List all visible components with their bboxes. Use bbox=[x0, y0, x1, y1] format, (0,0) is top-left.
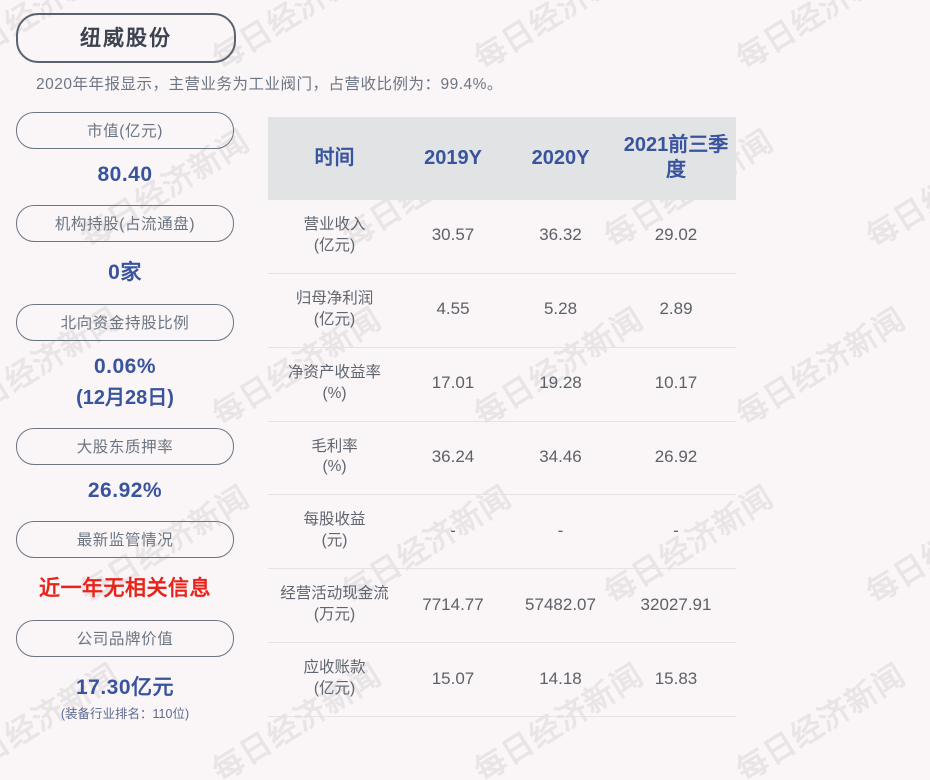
table-cell-value: 10.17 bbox=[616, 347, 736, 422]
metric-block: 机构持股(占流通盘) 0家 bbox=[0, 205, 250, 286]
row-metric-label: 营业收入 (亿元) bbox=[268, 200, 401, 274]
table-cell-value: 57482.07 bbox=[505, 568, 616, 644]
metric-list: 市值(亿元) 80.40 机构持股(占流通盘) 0家北向资金持股比例 0.06% (12月… bbox=[0, 112, 250, 722]
row-metric-label: 应收账款 (亿元) bbox=[268, 642, 401, 717]
row-metric-unit: (万元) bbox=[313, 606, 356, 624]
table-row: 经营活动现金流 (万元) 7714.77 57482.07 32027.91 bbox=[268, 568, 736, 644]
watermark-text: 每日经济新闻 bbox=[468, 0, 651, 78]
table-cell-value: 36.32 bbox=[505, 200, 616, 274]
metric-value: 0家 bbox=[108, 261, 142, 284]
subtitle-text: 2020年年报显示，主营业务为工业阀门，占营收比例为：99.4%。 bbox=[36, 76, 503, 93]
row-metric-unit: (%) bbox=[322, 384, 347, 402]
table-head: 时间 2019Y 2020Y 2021前三季度 bbox=[268, 117, 736, 200]
metric-value: 26.92% bbox=[87, 479, 163, 502]
watermark-text: 每日经济新闻 bbox=[860, 479, 930, 612]
row-metric-unit: (亿元) bbox=[313, 236, 356, 254]
row-metric-name: 经营活动现金流 bbox=[280, 585, 389, 603]
watermark-text: 每日经济新闻 bbox=[730, 301, 913, 434]
metric-block: 北向资金持股比例 0.06% (12月28日) bbox=[0, 304, 250, 410]
metric-label-pill[interactable]: 大股东质押率 bbox=[16, 428, 234, 465]
table-body: 营业收入 (亿元) 30.57 36.32 29.02 归母净利润 (亿元) 4.55 5.28… bbox=[268, 200, 736, 717]
table-row: 归母净利润 (亿元) 4.55 5.28 2.89 bbox=[268, 273, 736, 348]
column-header-2019: 2019Y bbox=[401, 117, 505, 200]
financials-table-wrapper: 时间 2019Y 2020Y 2021前三季度 营业收入 (亿元) 30.57 36.… bbox=[268, 117, 736, 717]
table-cell-value: 34.46 bbox=[505, 421, 616, 496]
table-cell-value: 15.07 bbox=[401, 642, 505, 717]
metric-label-pill[interactable]: 北向资金持股比例 bbox=[16, 304, 234, 341]
row-metric-name: 每股收益 bbox=[303, 511, 366, 529]
row-metric-name: 归母净利润 bbox=[295, 289, 374, 307]
column-header-time: 时间 bbox=[268, 117, 401, 200]
sidebar: 纽威股份 bbox=[0, 0, 250, 63]
row-metric-name: 净资产收益率 bbox=[287, 363, 381, 381]
row-metric-unit: (%) bbox=[322, 458, 347, 476]
metric-value: 80.40 bbox=[97, 163, 153, 186]
metric-label-pill[interactable]: 机构持股(占流通盘) bbox=[16, 205, 234, 242]
metric-block: 最新监管情况近一年无相关信息 bbox=[0, 521, 250, 602]
table-cell-value: 36.24 bbox=[401, 421, 505, 496]
row-metric-label: 经营活动现金流 (万元) bbox=[268, 568, 401, 644]
table-cell-value: - bbox=[401, 494, 505, 570]
table-cell-value: 4.55 bbox=[401, 273, 505, 348]
metric-block: 市值(亿元) 80.40 bbox=[0, 112, 250, 187]
row-metric-label: 归母净利润 (亿元) bbox=[268, 273, 401, 348]
table-cell-value: - bbox=[505, 494, 616, 570]
metric-value: 0.06% bbox=[93, 355, 157, 378]
column-header-2021q3: 2021前三季度 bbox=[616, 117, 736, 200]
table-header-row: 时间 2019Y 2020Y 2021前三季度 bbox=[268, 117, 736, 200]
row-metric-name: 营业收入 bbox=[303, 216, 366, 233]
table-cell-value: 17.01 bbox=[401, 347, 505, 422]
financials-table: 时间 2019Y 2020Y 2021前三季度 营业收入 (亿元) 30.57 36.… bbox=[268, 117, 736, 717]
row-metric-unit: (亿元) bbox=[313, 679, 356, 697]
row-metric-label: 净资产收益率 (%) bbox=[268, 347, 401, 422]
row-metric-unit: (元) bbox=[321, 532, 348, 550]
page-title: 纽威股份 bbox=[16, 13, 236, 63]
metric-block: 公司品牌价值 17.30亿元 (装备行业排名：110位) bbox=[0, 620, 250, 722]
table-cell-value: 30.57 bbox=[401, 200, 505, 274]
watermark-text: 每日经济新闻 bbox=[730, 0, 913, 78]
row-metric-unit: (亿元) bbox=[313, 310, 356, 328]
metric-label-pill[interactable]: 最新监管情况 bbox=[16, 521, 234, 558]
table-cell-value: 26.92 bbox=[616, 421, 736, 496]
row-metric-name: 毛利率 bbox=[311, 437, 358, 455]
metric-block: 大股东质押率 26.92% bbox=[0, 428, 250, 503]
table-row: 营业收入 (亿元) 30.57 36.32 29.02 bbox=[268, 200, 736, 274]
row-metric-name: 应收账款 bbox=[303, 659, 366, 677]
table-row: 应收账款 (亿元) 15.07 14.18 15.83 bbox=[268, 642, 736, 717]
row-metric-label: 每股收益 (元) bbox=[268, 494, 401, 570]
metric-label-pill[interactable]: 公司品牌价值 bbox=[16, 620, 234, 657]
table-cell-value: 7714.77 bbox=[401, 568, 505, 644]
table-cell-value: 19.28 bbox=[505, 347, 616, 422]
column-header-2020: 2020Y bbox=[505, 117, 616, 200]
table-cell-value: 2.89 bbox=[616, 273, 736, 348]
metric-value-sub: (12月28日) bbox=[76, 387, 174, 409]
table-cell-value: - bbox=[616, 494, 736, 570]
row-metric-label: 毛利率 (%) bbox=[268, 421, 401, 496]
watermark-text: 每日经济新闻 bbox=[860, 123, 930, 256]
table-row: 毛利率 (%) 36.24 34.46 26.92 bbox=[268, 421, 736, 496]
table-cell-value: 29.02 bbox=[616, 200, 736, 274]
table-row: 每股收益 (元) - - - bbox=[268, 494, 736, 570]
table-cell-value: 5.28 bbox=[505, 273, 616, 348]
metric-label-pill[interactable]: 市值(亿元) bbox=[16, 112, 234, 149]
table-cell-value: 15.83 bbox=[616, 642, 736, 717]
metric-value-alert: 近一年无相关信息 bbox=[39, 577, 211, 600]
table-row: 净资产收益率 (%) 17.01 19.28 10.17 bbox=[268, 347, 736, 422]
metric-value-note: (装备行业排名：110位) bbox=[60, 707, 190, 721]
watermark-text: 每日经济新闻 bbox=[730, 657, 913, 780]
table-cell-value: 32027.91 bbox=[616, 568, 736, 644]
table-cell-value: 14.18 bbox=[505, 642, 616, 717]
metric-value: 17.30亿元 bbox=[75, 676, 175, 699]
